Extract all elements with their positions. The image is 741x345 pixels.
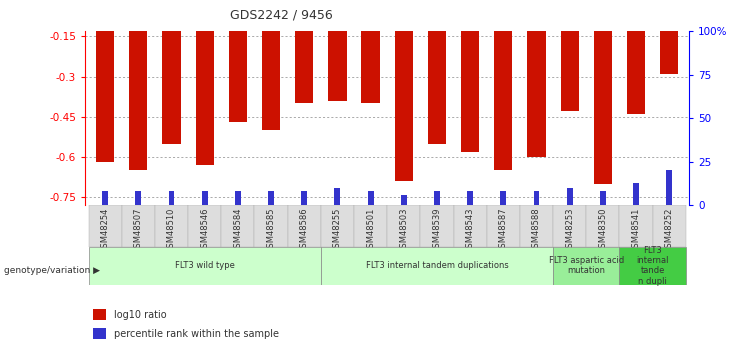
Bar xyxy=(93,328,105,339)
Bar xyxy=(295,0,313,104)
Bar xyxy=(600,191,606,205)
Bar xyxy=(302,191,308,205)
Bar xyxy=(96,0,114,162)
Bar xyxy=(586,205,619,247)
Bar xyxy=(362,0,379,104)
Text: GSM48585: GSM48585 xyxy=(267,207,276,253)
Text: FLT3 internal tandem duplications: FLT3 internal tandem duplications xyxy=(365,261,508,270)
Text: GSM48543: GSM48543 xyxy=(465,207,475,253)
Bar xyxy=(88,247,321,285)
Bar xyxy=(567,188,573,205)
Bar xyxy=(467,191,473,205)
Bar xyxy=(494,0,513,170)
Text: GSM48350: GSM48350 xyxy=(598,207,608,253)
Bar xyxy=(229,0,247,122)
Bar xyxy=(627,0,645,114)
Text: genotype/variation ▶: genotype/variation ▶ xyxy=(4,266,100,275)
Bar xyxy=(428,0,446,144)
Text: GSM48252: GSM48252 xyxy=(665,207,674,253)
Text: percentile rank within the sample: percentile rank within the sample xyxy=(114,329,279,339)
Bar xyxy=(553,247,619,285)
Bar xyxy=(88,205,122,247)
Bar xyxy=(235,191,241,205)
Bar xyxy=(487,205,520,247)
Bar xyxy=(500,191,506,205)
Text: GSM48253: GSM48253 xyxy=(565,207,574,253)
Bar xyxy=(334,188,340,205)
Bar xyxy=(660,0,678,74)
Bar xyxy=(528,0,545,157)
Bar xyxy=(268,191,274,205)
Bar xyxy=(619,247,686,285)
Text: GDS2242 / 9456: GDS2242 / 9456 xyxy=(230,9,333,22)
Bar xyxy=(93,309,105,320)
Bar xyxy=(401,195,407,205)
Text: GSM48503: GSM48503 xyxy=(399,207,408,253)
Bar xyxy=(188,205,222,247)
Text: GSM48584: GSM48584 xyxy=(233,207,242,253)
Bar xyxy=(262,0,280,130)
Text: FLT3 aspartic acid
mutation: FLT3 aspartic acid mutation xyxy=(548,256,624,275)
Bar xyxy=(520,205,553,247)
Bar xyxy=(560,0,579,111)
Text: FLT3 wild type: FLT3 wild type xyxy=(175,261,235,270)
Bar xyxy=(619,205,653,247)
Text: GSM48587: GSM48587 xyxy=(499,207,508,253)
Text: GSM48588: GSM48588 xyxy=(532,207,541,253)
Bar xyxy=(653,205,686,247)
Bar xyxy=(553,205,586,247)
Bar xyxy=(254,205,288,247)
Bar xyxy=(321,205,354,247)
Bar xyxy=(534,191,539,205)
Bar xyxy=(420,205,453,247)
Text: GSM48255: GSM48255 xyxy=(333,207,342,253)
Bar xyxy=(122,205,155,247)
Text: GSM48510: GSM48510 xyxy=(167,207,176,253)
Bar xyxy=(368,191,373,205)
Bar xyxy=(395,0,413,181)
Bar xyxy=(202,191,207,205)
Bar xyxy=(196,0,214,165)
Bar xyxy=(168,191,174,205)
Bar xyxy=(666,170,672,205)
Bar xyxy=(129,0,147,170)
Bar xyxy=(288,205,321,247)
Bar xyxy=(162,0,181,144)
Bar xyxy=(328,0,347,101)
Bar xyxy=(633,183,639,205)
Text: GSM48507: GSM48507 xyxy=(134,207,143,253)
Text: GSM48541: GSM48541 xyxy=(631,207,640,253)
Bar xyxy=(354,205,387,247)
Bar xyxy=(321,247,553,285)
Text: GSM48539: GSM48539 xyxy=(433,207,442,253)
Bar xyxy=(155,205,188,247)
Bar xyxy=(594,0,612,184)
Text: log10 ratio: log10 ratio xyxy=(114,310,167,320)
Bar xyxy=(461,0,479,152)
Text: GSM48501: GSM48501 xyxy=(366,207,375,253)
Bar xyxy=(222,205,254,247)
Text: GSM48546: GSM48546 xyxy=(200,207,209,253)
Bar xyxy=(453,205,487,247)
Text: GSM48254: GSM48254 xyxy=(101,207,110,253)
Bar xyxy=(136,191,142,205)
Bar xyxy=(387,205,420,247)
Bar xyxy=(102,191,108,205)
Text: GSM48586: GSM48586 xyxy=(299,207,309,253)
Bar xyxy=(434,191,440,205)
Text: FLT3
internal
tande
n dupli: FLT3 internal tande n dupli xyxy=(637,246,669,286)
